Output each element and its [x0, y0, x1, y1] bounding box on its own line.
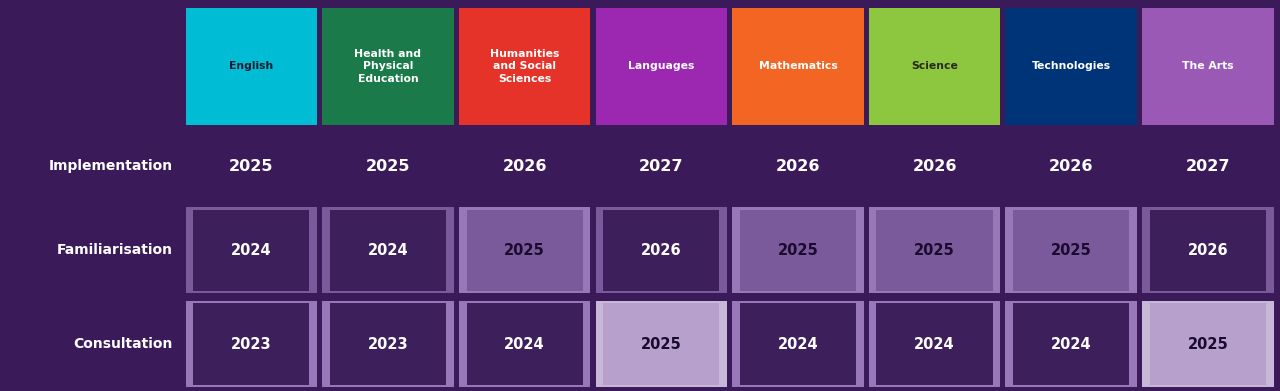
Bar — [732, 8, 864, 125]
Bar — [1142, 207, 1274, 293]
Bar — [732, 207, 864, 293]
Text: 2025: 2025 — [366, 159, 411, 174]
Bar — [186, 207, 317, 293]
Text: Health and
Physical
Education: Health and Physical Education — [355, 49, 421, 84]
Text: 2026: 2026 — [776, 159, 820, 174]
Bar — [186, 8, 317, 125]
Text: 2027: 2027 — [1185, 159, 1230, 174]
Text: 2026: 2026 — [1188, 243, 1228, 258]
Text: Mathematics: Mathematics — [759, 61, 837, 72]
Bar — [1142, 301, 1274, 387]
Bar — [193, 210, 310, 291]
Text: 2024: 2024 — [914, 337, 955, 352]
Text: Implementation: Implementation — [49, 159, 173, 173]
Bar — [732, 301, 864, 387]
Text: 2024: 2024 — [367, 243, 408, 258]
Bar — [460, 301, 590, 387]
Text: 2025: 2025 — [1188, 337, 1229, 352]
Text: Humanities
and Social
Sciences: Humanities and Social Sciences — [490, 49, 559, 84]
Bar — [595, 8, 727, 125]
Text: 2026: 2026 — [913, 159, 957, 174]
Bar — [460, 207, 590, 293]
Bar — [595, 301, 727, 387]
Text: English: English — [229, 61, 274, 72]
Text: 2023: 2023 — [367, 337, 408, 352]
Bar — [1142, 8, 1274, 125]
Bar — [467, 303, 582, 385]
Text: Technologies: Technologies — [1032, 61, 1111, 72]
Bar — [1149, 303, 1266, 385]
Text: Science: Science — [911, 61, 957, 72]
Bar — [877, 210, 993, 291]
Bar — [1006, 207, 1137, 293]
Text: 2025: 2025 — [914, 243, 955, 258]
Text: 2025: 2025 — [229, 159, 274, 174]
Text: Languages: Languages — [628, 61, 695, 72]
Text: 2023: 2023 — [232, 337, 271, 352]
Text: 2026: 2026 — [1048, 159, 1093, 174]
Bar — [877, 303, 993, 385]
Bar — [869, 8, 1001, 125]
Bar — [323, 301, 454, 387]
Text: Consultation: Consultation — [73, 337, 173, 351]
Bar — [460, 8, 590, 125]
Bar — [603, 210, 719, 291]
Bar — [869, 207, 1001, 293]
Text: Familiarisation: Familiarisation — [56, 243, 173, 257]
Bar — [740, 303, 856, 385]
Text: 2025: 2025 — [504, 243, 545, 258]
Text: 2026: 2026 — [502, 159, 547, 174]
Bar — [1006, 301, 1137, 387]
Bar — [193, 303, 310, 385]
Bar — [1014, 303, 1129, 385]
Bar — [603, 303, 719, 385]
Bar — [1006, 8, 1137, 125]
Bar — [467, 210, 582, 291]
Bar — [323, 207, 454, 293]
Text: 2027: 2027 — [639, 159, 684, 174]
Text: 2025: 2025 — [1051, 243, 1092, 258]
Text: 2024: 2024 — [232, 243, 271, 258]
Bar — [1014, 210, 1129, 291]
Bar — [869, 301, 1001, 387]
Text: 2024: 2024 — [1051, 337, 1092, 352]
Bar — [323, 8, 454, 125]
Bar — [186, 301, 317, 387]
Bar — [330, 303, 445, 385]
Text: 2025: 2025 — [641, 337, 682, 352]
Bar — [595, 207, 727, 293]
Text: The Arts: The Arts — [1181, 61, 1234, 72]
Text: 2025: 2025 — [777, 243, 818, 258]
Text: 2024: 2024 — [504, 337, 545, 352]
Bar — [740, 210, 856, 291]
Text: 2024: 2024 — [778, 337, 818, 352]
Bar — [1149, 210, 1266, 291]
Bar — [330, 210, 445, 291]
Text: 2026: 2026 — [641, 243, 681, 258]
